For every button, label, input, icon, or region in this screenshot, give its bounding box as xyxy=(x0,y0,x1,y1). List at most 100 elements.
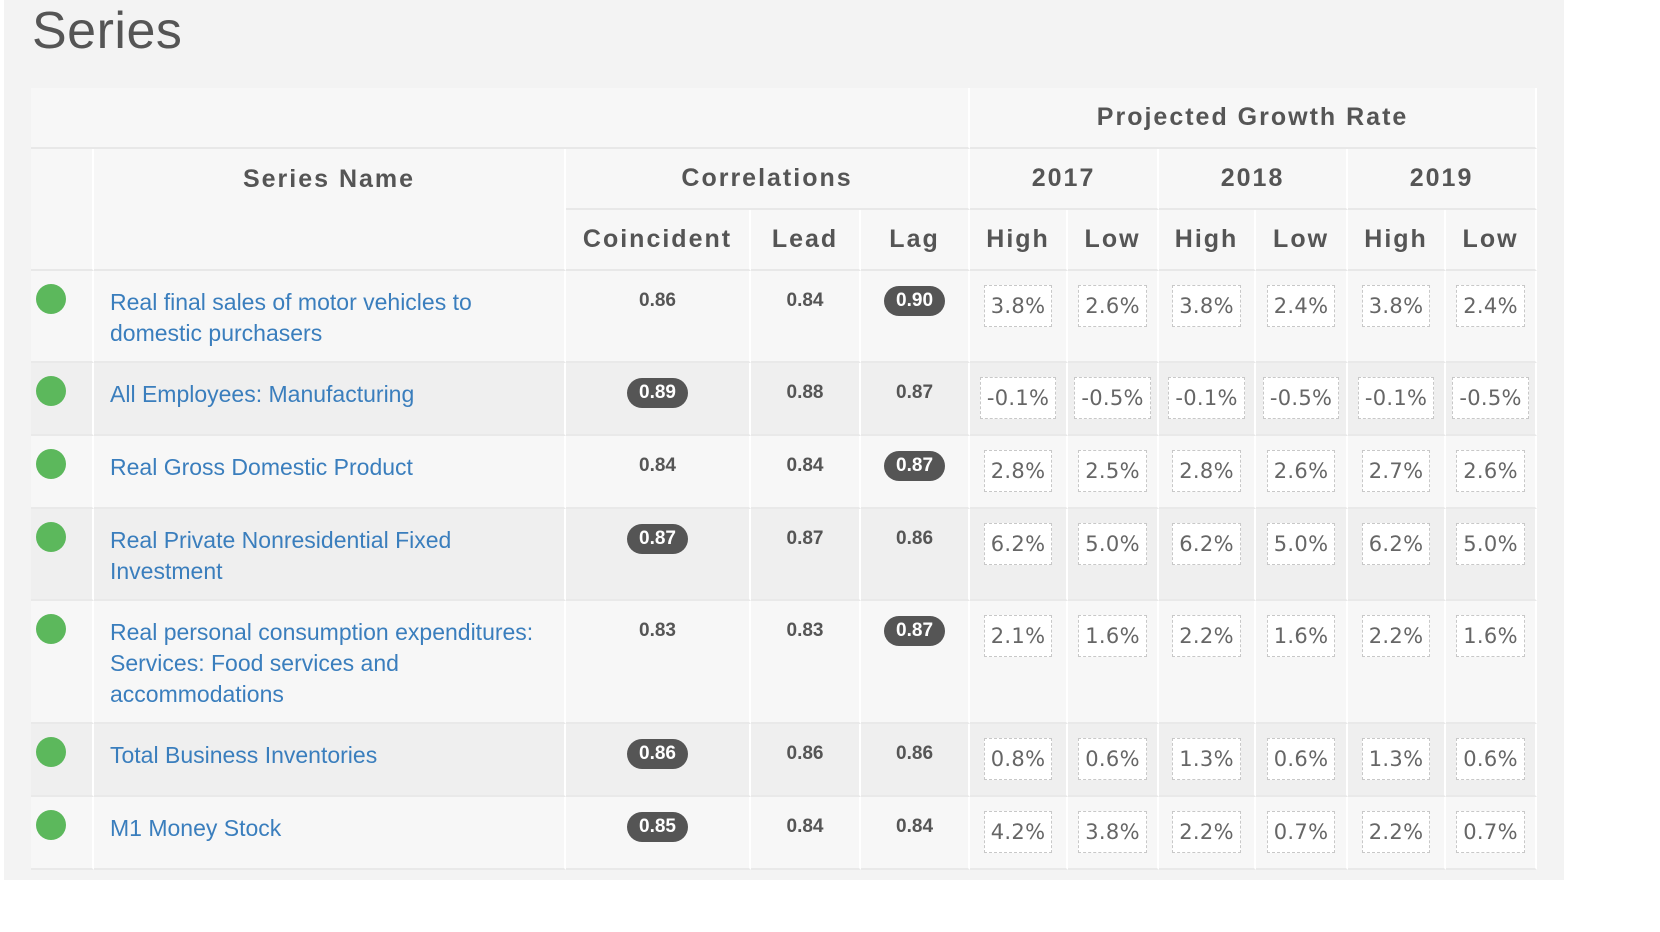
low-2018-value: 0.7% xyxy=(1266,811,1336,853)
series-name-cell: M1 Money Stock xyxy=(94,797,566,870)
low-2019-value: 0.7% xyxy=(1456,811,1525,853)
series-name-link[interactable]: M1 Money Stock xyxy=(110,815,282,841)
lead-cell: 0.84 xyxy=(751,436,861,509)
lead-value: 0.84 xyxy=(786,816,824,837)
series-table: Projected Growth Rate Series Name Correl… xyxy=(31,88,1538,870)
high-2017-value: -0.1% xyxy=(979,377,1057,419)
status-cell xyxy=(31,601,94,724)
header-low-2017: Low xyxy=(1068,210,1160,271)
coincident-cell: 0.87 xyxy=(566,509,751,601)
series-name-cell: Real Private Nonresidential Fixed Invest… xyxy=(94,509,566,601)
lag-cell: 0.87 xyxy=(861,363,971,436)
low-2018-cell: -0.5% xyxy=(1256,363,1349,436)
coincident-cell: 0.89 xyxy=(566,363,751,436)
low-2019-cell: 2.6% xyxy=(1446,436,1538,509)
lag-badge: 0.87 xyxy=(884,616,946,646)
high-2017-value: 6.2% xyxy=(983,523,1053,565)
low-2017-cell: -0.5% xyxy=(1068,363,1160,436)
high-2017-value: 4.2% xyxy=(983,811,1053,853)
lead-cell: 0.83 xyxy=(751,601,861,724)
table-row: Total Business Inventories 0.86 0.86 0.86 0.… xyxy=(31,724,1538,797)
high-2019-cell: 2.2% xyxy=(1348,601,1447,724)
high-2018-value: 6.2% xyxy=(1172,523,1241,565)
high-2018-cell: 2.8% xyxy=(1159,436,1257,509)
low-2017-cell: 1.6% xyxy=(1068,601,1160,724)
status-cell xyxy=(31,797,94,870)
low-2018-value: 2.6% xyxy=(1266,450,1336,492)
low-2019-value: 1.6% xyxy=(1456,615,1525,657)
series-name-link[interactable]: Real final sales of motor vehicles to do… xyxy=(110,289,472,346)
header-status-blank xyxy=(31,210,94,271)
lead-value: 0.83 xyxy=(786,620,824,641)
header-lead[interactable]: Lead xyxy=(751,210,861,271)
low-2018-cell: 0.7% xyxy=(1256,797,1349,870)
high-2018-cell: 2.2% xyxy=(1159,797,1257,870)
series-table-body: Real final sales of motor vehicles to do… xyxy=(31,271,1538,870)
low-2019-value: 0.6% xyxy=(1456,738,1525,780)
high-2019-value: 6.2% xyxy=(1361,523,1431,565)
page-title: Series xyxy=(32,2,183,60)
low-2019-cell: 1.6% xyxy=(1446,601,1538,724)
low-2018-value: 0.6% xyxy=(1266,738,1336,780)
high-2018-cell: 2.2% xyxy=(1159,601,1257,724)
status-dot-icon xyxy=(36,376,66,406)
series-name-link[interactable]: Total Business Inventories xyxy=(110,742,378,768)
series-name-cell: Real Gross Domestic Product xyxy=(94,436,566,509)
coincident-cell: 0.85 xyxy=(566,797,751,870)
status-cell xyxy=(31,724,94,797)
header-low-2018: Low xyxy=(1256,210,1349,271)
coincident-badge: 0.86 xyxy=(627,739,688,769)
coincident-badge: 0.85 xyxy=(627,812,688,842)
high-2019-cell: 1.3% xyxy=(1348,724,1447,797)
low-2018-cell: 5.0% xyxy=(1256,509,1349,601)
series-name-cell: Real final sales of motor vehicles to do… xyxy=(94,271,566,363)
lag-badge: 0.90 xyxy=(884,286,946,316)
header-spacer xyxy=(31,88,971,149)
series-name-link[interactable]: Real Gross Domestic Product xyxy=(110,454,413,480)
high-2019-cell: 2.2% xyxy=(1348,797,1447,870)
table-row: Real Private Nonresidential Fixed Invest… xyxy=(31,509,1538,601)
high-2018-cell: -0.1% xyxy=(1159,363,1257,436)
high-2018-value: 2.2% xyxy=(1172,811,1241,853)
series-name-link[interactable]: Real personal consumption expenditures: … xyxy=(110,619,534,707)
coincident-badge: 0.89 xyxy=(627,378,688,408)
series-name-cell: All Employees: Manufacturing xyxy=(94,363,566,436)
coincident-badge: 0.87 xyxy=(627,524,688,554)
low-2019-value: -0.5% xyxy=(1452,377,1529,419)
series-name-link[interactable]: Real Private Nonresidential Fixed Invest… xyxy=(110,527,452,584)
header-status xyxy=(31,149,94,210)
high-2019-cell: 2.7% xyxy=(1348,436,1447,509)
status-dot-icon xyxy=(36,449,66,479)
header-high-2018: High xyxy=(1159,210,1257,271)
lead-cell: 0.84 xyxy=(751,797,861,870)
coincident-cell: 0.83 xyxy=(566,601,751,724)
high-2019-value: 2.2% xyxy=(1361,615,1431,657)
high-2017-cell: 2.1% xyxy=(970,601,1069,724)
status-dot-icon xyxy=(36,737,66,767)
high-2017-cell: 0.8% xyxy=(970,724,1069,797)
header-year-2017: 2017 xyxy=(970,149,1160,210)
coincident-value: 0.83 xyxy=(639,620,676,641)
status-dot-icon xyxy=(36,614,66,644)
high-2019-value: 3.8% xyxy=(1361,285,1431,327)
low-2017-cell: 3.8% xyxy=(1068,797,1160,870)
status-cell xyxy=(31,271,94,363)
low-2019-cell: 5.0% xyxy=(1446,509,1538,601)
low-2019-cell: 0.7% xyxy=(1446,797,1538,870)
header-lag[interactable]: Lag xyxy=(861,210,971,271)
high-2017-cell: 6.2% xyxy=(970,509,1069,601)
lead-cell: 0.84 xyxy=(751,271,861,363)
lag-cell: 0.87 xyxy=(861,601,971,724)
header-projected-growth-rate: Projected Growth Rate xyxy=(970,88,1538,149)
lag-cell: 0.87 xyxy=(861,436,971,509)
lead-value: 0.84 xyxy=(786,455,824,476)
lag-cell: 0.90 xyxy=(861,271,971,363)
header-coincident[interactable]: Coincident xyxy=(566,210,751,271)
series-name-link[interactable]: All Employees: Manufacturing xyxy=(110,381,415,407)
high-2018-cell: 1.3% xyxy=(1159,724,1257,797)
coincident-cell: 0.84 xyxy=(566,436,751,509)
lead-value: 0.87 xyxy=(786,528,824,549)
low-2018-cell: 2.4% xyxy=(1256,271,1349,363)
low-2017-value: 2.6% xyxy=(1078,285,1147,327)
lag-value: 0.87 xyxy=(896,382,934,403)
